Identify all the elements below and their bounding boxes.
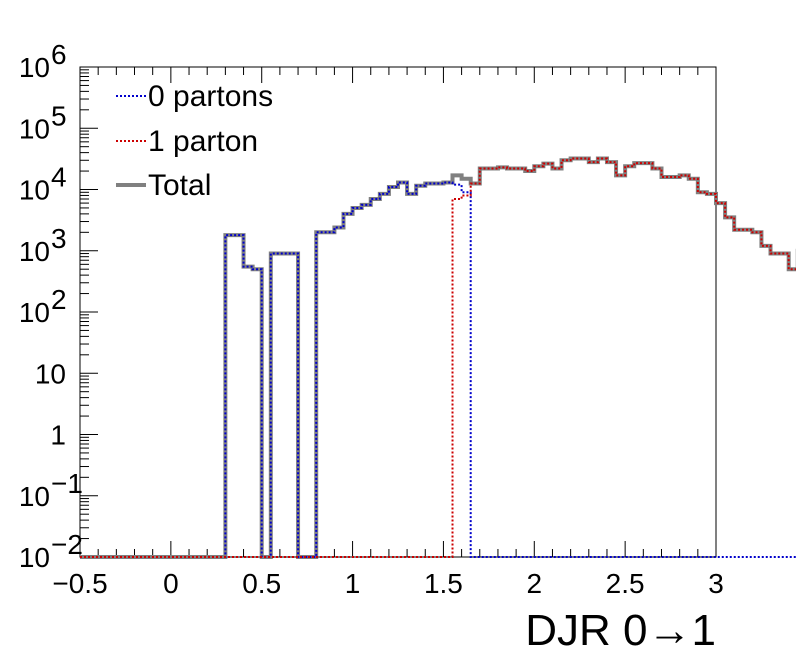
y-tick-label: 10 xyxy=(19,236,50,267)
x-axis-title: DJR 0→1 xyxy=(525,606,716,655)
x-tick-label: 2 xyxy=(526,568,542,599)
legend: 0 partons 1 parton Total xyxy=(116,80,273,202)
y-tick-label: 10 xyxy=(35,358,66,389)
y-tick-exponent: 5 xyxy=(51,100,67,131)
y-tick-exponent: −1 xyxy=(51,468,83,499)
y-tick-label: 10 xyxy=(19,113,50,144)
x-tick-labels: −0.5 0 0.5 1 1.5 2 2.5 3 xyxy=(52,568,723,599)
y-tick-label: 10 xyxy=(19,297,50,328)
series-total xyxy=(80,156,796,559)
legend-label: Total xyxy=(148,169,211,202)
axis-ticks xyxy=(79,66,717,558)
series-layer xyxy=(80,156,796,559)
x-tick-label: 1.5 xyxy=(424,568,463,599)
series-1-parton xyxy=(80,157,796,558)
y-tick-exponent: 6 xyxy=(51,39,67,70)
x-tick-label: 0.5 xyxy=(242,568,281,599)
y-tick-label: 10 xyxy=(19,175,50,206)
legend-label: 0 partons xyxy=(148,80,273,113)
y-tick-label: 10 xyxy=(19,542,50,573)
x-tick-label: −0.5 xyxy=(52,568,107,599)
y-tick-label: 10 xyxy=(19,481,50,512)
y-tick-label: 1 xyxy=(50,420,66,451)
x-tick-label: 1 xyxy=(345,568,361,599)
legend-label: 1 parton xyxy=(148,125,258,158)
y-tick-exponent: −2 xyxy=(51,529,83,560)
x-tick-label: 2.5 xyxy=(606,568,645,599)
series-0-partons xyxy=(80,181,796,558)
y-tick-label: 10 xyxy=(19,52,50,83)
y-tick-exponent: 2 xyxy=(51,284,67,315)
x-tick-label: 0 xyxy=(163,568,179,599)
y-tick-exponent: 4 xyxy=(51,162,67,193)
x-tick-label: 3 xyxy=(708,568,724,599)
y-tick-exponent: 3 xyxy=(51,223,67,254)
